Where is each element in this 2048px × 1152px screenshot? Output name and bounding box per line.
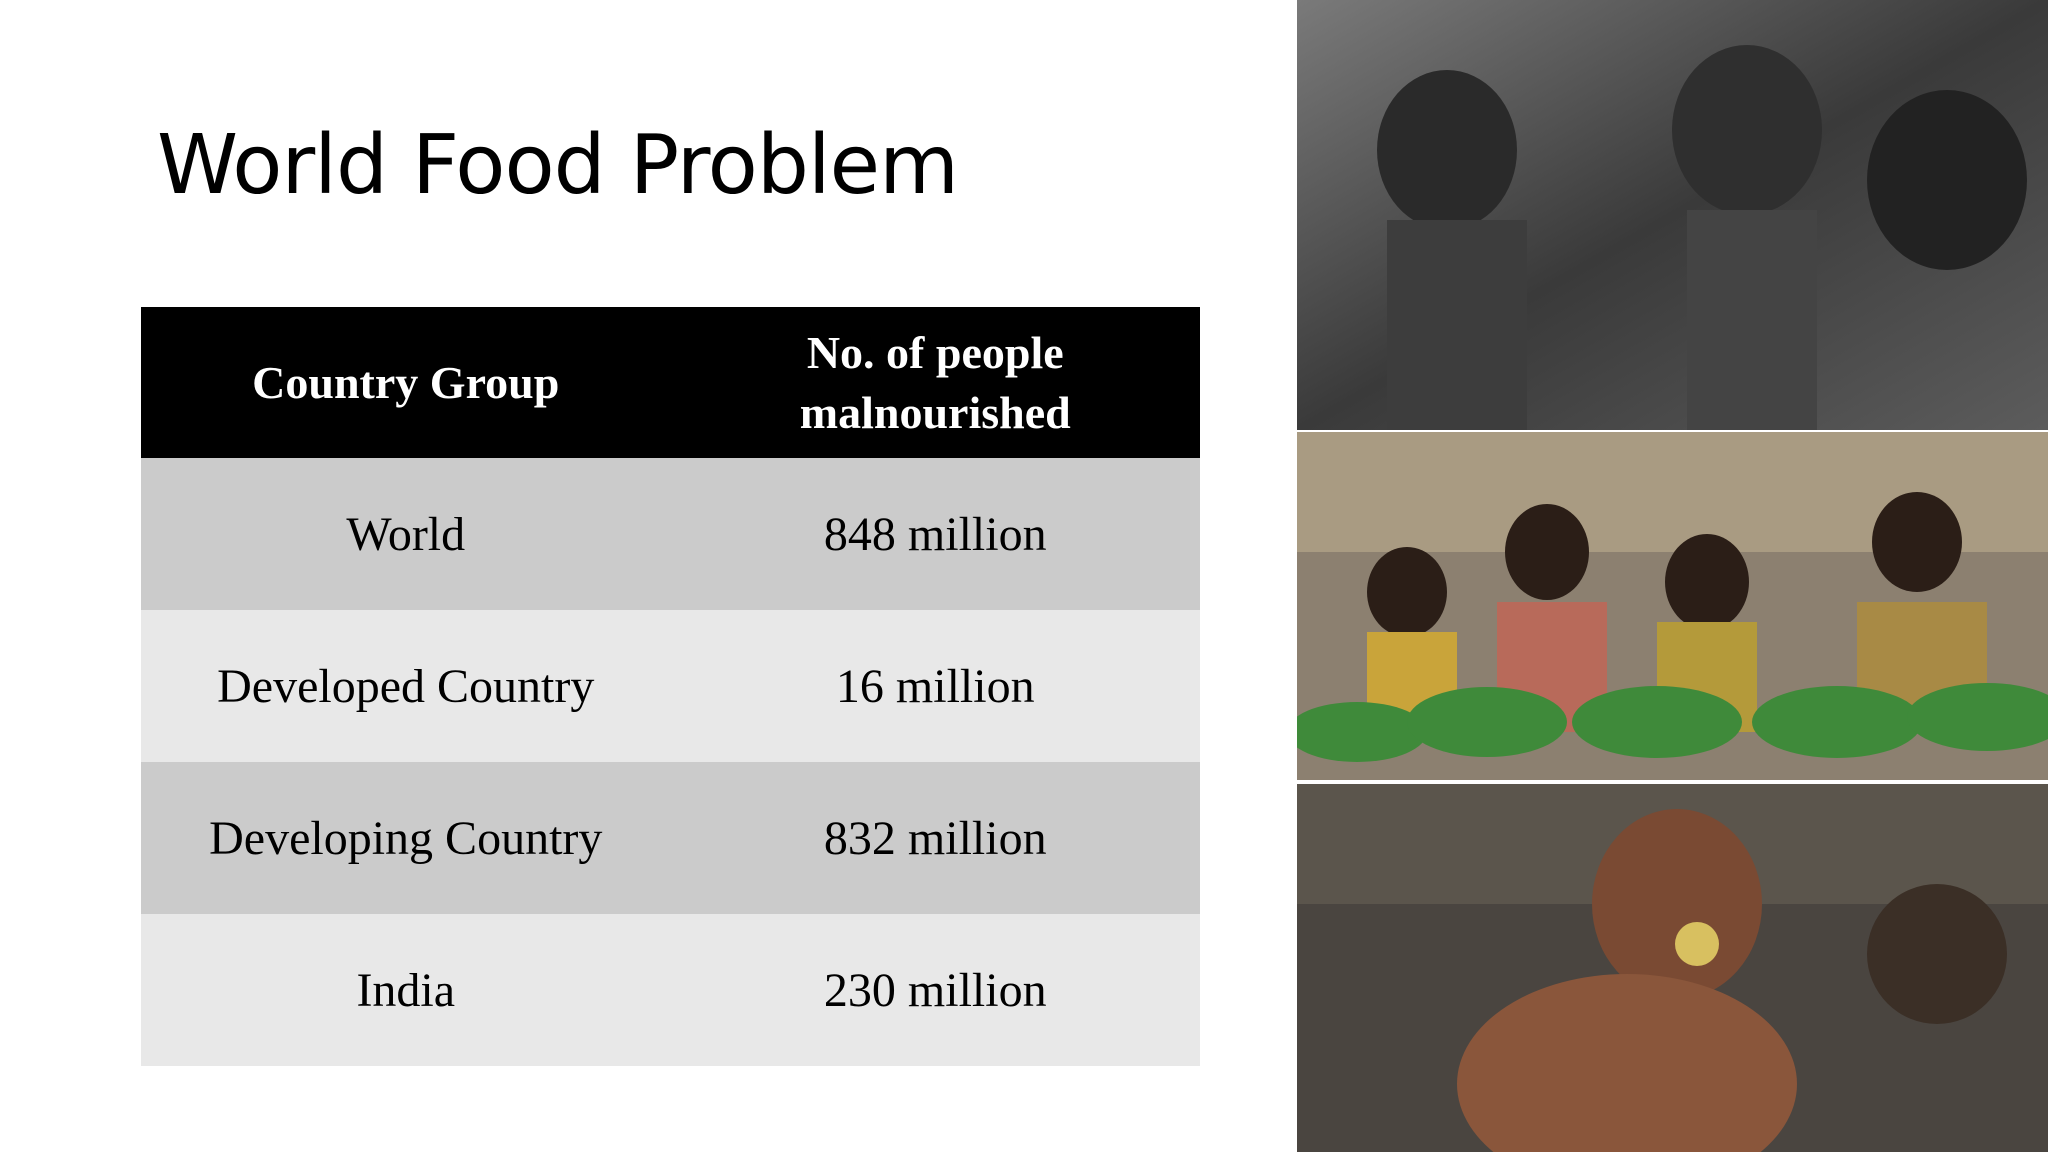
table-cell: India: [141, 914, 671, 1066]
table-cell: Developed Country: [141, 610, 671, 762]
photo-child-eating: [1297, 784, 2048, 1152]
table-row: Developing Country 832 million: [141, 762, 1200, 914]
table-cell: 230 million: [670, 914, 1200, 1066]
table-cell: 16 million: [670, 610, 1200, 762]
table-row: World 848 million: [141, 458, 1200, 610]
table-row: Developed Country 16 million: [141, 610, 1200, 762]
table-body: World 848 million Developed Country 16 mill…: [141, 458, 1200, 1066]
header-row: Country Group No. of people malnourished: [141, 307, 1200, 458]
table-cell: World: [141, 458, 671, 610]
table-row: India 230 million: [141, 914, 1200, 1066]
table-cell: 832 million: [670, 762, 1200, 914]
photo-children-eating: [1297, 432, 2048, 780]
table-cell: Developing Country: [141, 762, 671, 914]
column-header: Country Group: [141, 307, 671, 458]
data-table: Country Group No. of people malnourished…: [141, 307, 1200, 1066]
slide-title: World Food Problem: [157, 118, 959, 213]
table-cell: 848 million: [670, 458, 1200, 610]
photo-children-reaching: [1297, 0, 2048, 430]
column-header: No. of people malnourished: [670, 307, 1200, 458]
table-header: Country Group No. of people malnourished: [141, 307, 1200, 458]
